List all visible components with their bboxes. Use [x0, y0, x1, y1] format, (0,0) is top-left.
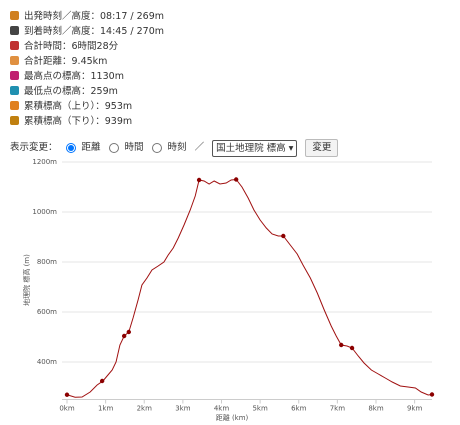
stat-value: 9.45km	[71, 56, 108, 67]
waypoint-marker	[429, 392, 435, 397]
x-axis-title: 距離 (km)	[216, 413, 249, 422]
x-tick-label: 9km	[407, 405, 423, 413]
stat-row: 累積標高（下り）：939m	[10, 115, 132, 129]
y-tick-label: 1200m	[32, 158, 57, 166]
change-button[interactable]: 変更	[305, 139, 339, 157]
stat-value: 14:45 / 270m	[100, 26, 165, 37]
stat-row: 出発時刻／高度：08:17 / 269m	[10, 10, 164, 24]
select-text: 国土地理院 標高	[216, 142, 286, 154]
y-tick-label: 600m	[37, 308, 57, 316]
stat-value: 939m	[104, 116, 133, 127]
x-tick-label: 2km	[137, 405, 153, 413]
stat-icon	[10, 26, 19, 35]
chart: 距離 (km) 地理院 標高 (m) 400m 600m 800m 1000m 1200…	[22, 158, 435, 422]
x-tick-label: 6km	[291, 405, 307, 413]
stat-value: 259m	[90, 86, 118, 97]
waypoint-marker	[64, 392, 70, 397]
stat-icon	[10, 71, 19, 80]
x-tick-label: 4km	[214, 405, 230, 413]
stat-label: 到着時刻／高度：	[24, 26, 101, 37]
option-label[interactable]: 時刻	[167, 142, 187, 153]
x-tick-label: 1km	[98, 405, 114, 413]
stat-value: 953m	[104, 101, 133, 112]
stat-row: 到着時刻／高度：14:45 / 270m	[10, 25, 164, 39]
stat-label: 合計時間：	[24, 41, 72, 52]
y-tick-label: 1000m	[32, 208, 57, 216]
stat-value: 1130m	[90, 71, 124, 82]
stat-value: 6時間28分	[71, 41, 119, 52]
stat-row: 最高点の標高：1130m	[10, 70, 124, 84]
waypoint-marker	[126, 329, 131, 335]
separator: ／	[194, 142, 205, 153]
stat-label: 累積標高（下り）：	[24, 116, 105, 127]
y-tick-label: 400m	[37, 358, 57, 366]
option-label[interactable]: 時間	[124, 142, 144, 153]
waypoint-marker	[121, 333, 127, 339]
stat-row: 最低点の標高：259m	[10, 85, 118, 99]
stat-icon	[10, 56, 19, 65]
display-controls: 表示変更： 距離 時間 時刻 ／ 国土地理院 標高 ▾ 変更	[10, 139, 339, 157]
waypoint-marker	[196, 177, 202, 183]
elevation-line	[66, 178, 433, 398]
x-tick-label: 3km	[175, 405, 191, 413]
stat-icon	[10, 116, 19, 125]
radio[interactable]	[65, 143, 76, 153]
waypoint-marker	[349, 345, 355, 351]
stat-icon	[10, 86, 19, 95]
stat-label: 最低点の標高：	[24, 86, 91, 97]
waypoint-marker	[233, 177, 239, 182]
stat-icon	[10, 41, 19, 50]
radio[interactable]	[108, 143, 119, 153]
stat-icon	[10, 11, 19, 20]
waypoint-marker	[281, 233, 286, 239]
stat-row: 合計時間：6時間28分	[10, 40, 118, 54]
stat-row: 累積標高（上り）：953m	[10, 100, 132, 114]
stat-label: 累積標高（上り）：	[24, 101, 105, 112]
radio[interactable]	[151, 143, 162, 153]
waypoint-marker	[339, 342, 344, 348]
controls-label: 表示変更：	[10, 142, 58, 153]
x-tick-label: 5km	[252, 405, 268, 413]
stat-icon	[10, 101, 19, 110]
x-tick-label: 0km	[59, 405, 75, 413]
y-axis-title: 地理院 標高 (m)	[22, 254, 31, 306]
x-tick-label: 8km	[368, 405, 384, 413]
y-tick-label: 800m	[37, 258, 57, 266]
waypoint-marker	[99, 378, 105, 384]
stat-value: 08:17 / 269m	[100, 11, 165, 22]
stat-label: 合計距離：	[24, 56, 72, 67]
stat-label: 出発時刻／高度：	[24, 11, 101, 22]
stat-label: 最高点の標高：	[24, 71, 91, 82]
option-label[interactable]: 距離	[81, 142, 101, 153]
source-select[interactable]: 国土地理院 標高 ▾	[212, 139, 298, 157]
x-tick-label: 7km	[330, 405, 346, 413]
stat-row: 合計距離：9.45km	[10, 55, 107, 69]
